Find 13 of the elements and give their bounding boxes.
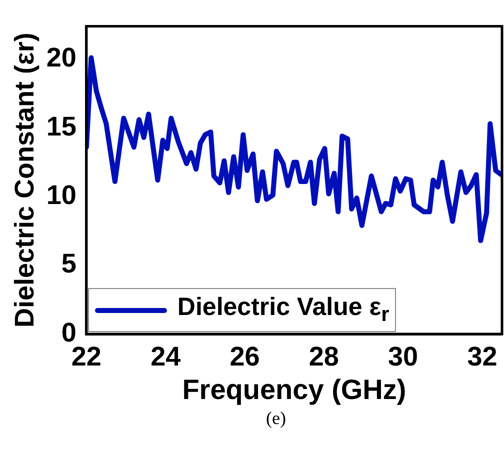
y-tick-label: 15: [46, 111, 76, 142]
y-axis-title: Dielectric Constant (εr): [10, 32, 40, 328]
x-tick-label: 26: [230, 342, 260, 372]
legend-label: Dielectric Value ε$_{r}$: [177, 293, 390, 327]
x-tick-label: 30: [388, 342, 418, 372]
y-tick-label: 20: [46, 42, 76, 73]
text: (e): [265, 408, 287, 429]
x-tick-label: 32: [467, 342, 498, 372]
y-tick-label: 5: [61, 248, 76, 279]
x-tick-label: 24: [150, 342, 181, 372]
y-tick-label: 10: [46, 180, 76, 210]
x-axis-title: Frequency (GHz): [182, 374, 406, 405]
x-tick-label: 28: [308, 342, 339, 372]
